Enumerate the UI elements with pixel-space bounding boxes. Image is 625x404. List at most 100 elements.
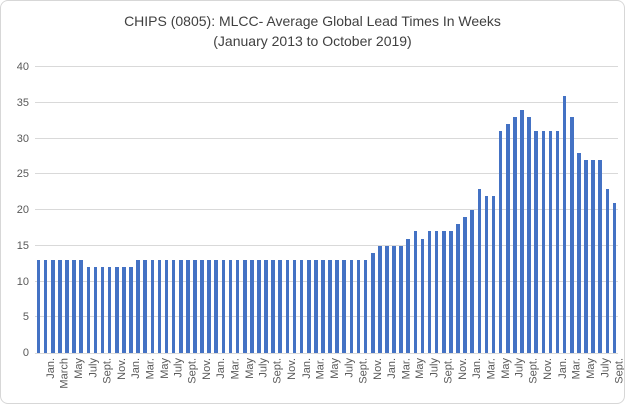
gridline — [35, 209, 618, 210]
bar — [349, 260, 354, 353]
bar — [577, 152, 581, 353]
bar — [193, 260, 197, 353]
x-tick-label: Nov. — [542, 358, 555, 380]
x-tick-label: Mar. — [485, 358, 498, 380]
bar — [470, 210, 475, 353]
bar — [93, 267, 98, 353]
y-tick-label: 15 — [16, 239, 29, 252]
bar — [392, 245, 396, 353]
bar — [171, 260, 176, 353]
bar — [228, 260, 233, 353]
bar — [456, 224, 460, 353]
bar — [541, 131, 546, 353]
bar — [520, 109, 524, 353]
bar — [513, 117, 517, 353]
x-tick-label: May — [72, 358, 85, 379]
x-tick-label: Sept. — [101, 358, 114, 384]
gridline — [35, 316, 618, 318]
x-tick-label: May — [328, 358, 341, 379]
bar — [491, 195, 496, 353]
bar — [314, 260, 318, 353]
x-tick-label: Mar. — [570, 358, 583, 380]
y-tick-label: 30 — [16, 132, 29, 145]
gridline — [35, 280, 618, 282]
bar — [122, 267, 126, 353]
x-tick-label: Nov. — [115, 358, 128, 380]
x-tick-label: Mar. — [144, 358, 157, 380]
x-tick-label: July — [513, 358, 526, 378]
bar — [584, 159, 588, 353]
bar — [214, 260, 219, 353]
bar — [406, 238, 411, 353]
bar — [420, 238, 425, 353]
x-tick-label: Sept. — [186, 358, 199, 384]
x-tick-label: Sept. — [613, 358, 625, 384]
x-tick-label: July — [257, 358, 270, 378]
y-tick-label: 35 — [16, 96, 29, 109]
bar — [442, 231, 446, 353]
x-tick-label: Sept. — [272, 358, 285, 384]
bar — [370, 252, 375, 353]
bar — [335, 260, 339, 353]
x-tick-label: Sept. — [528, 358, 541, 384]
bar — [221, 260, 226, 353]
bar — [200, 260, 204, 353]
bar — [43, 260, 48, 353]
bar — [385, 245, 389, 353]
bar — [178, 260, 183, 353]
bar — [399, 245, 403, 353]
bar — [186, 260, 190, 353]
bar — [413, 231, 418, 353]
bar — [72, 260, 76, 353]
bar — [484, 195, 489, 353]
gridline — [35, 244, 618, 246]
bar — [86, 267, 91, 353]
x-tick-label: Jan. — [215, 358, 228, 379]
bar — [79, 260, 83, 353]
x-tick-label: Mar. — [229, 358, 242, 380]
bar — [555, 131, 560, 353]
gridline — [35, 353, 618, 354]
bar — [356, 260, 361, 353]
bar — [36, 260, 41, 353]
y-tick-label: 10 — [16, 275, 29, 288]
bar — [65, 260, 69, 353]
bar — [548, 131, 553, 353]
y-tick-label: 5 — [22, 311, 29, 324]
chart-title: CHIPS (0805): MLCC- Average Global Lead … — [1, 11, 624, 51]
bar — [498, 131, 503, 353]
bar — [114, 267, 119, 353]
x-tick-label: May — [243, 358, 256, 379]
x-tick-label: March — [58, 358, 71, 389]
x-tick-label: May — [584, 358, 597, 379]
bar — [257, 260, 261, 353]
bar — [299, 260, 304, 353]
x-tick-label: July — [343, 358, 356, 378]
bar — [477, 188, 482, 353]
x-tick-label: July — [599, 358, 612, 378]
gridline — [35, 173, 618, 175]
x-tick-label: Nov. — [200, 358, 213, 380]
bar — [605, 188, 610, 353]
y-tick-label: 40 — [16, 61, 29, 73]
gridline — [35, 66, 618, 67]
bar — [58, 260, 62, 353]
x-tick-label: Jan. — [44, 358, 57, 379]
bar — [278, 260, 283, 353]
bar — [292, 260, 297, 353]
bar — [107, 267, 112, 353]
bar — [157, 260, 162, 353]
chart-title-line2: (January 2013 to October 2019) — [213, 33, 412, 49]
chart-title-line1: CHIPS (0805): MLCC- Average Global Lead … — [124, 13, 501, 29]
x-tick-label: Mar. — [314, 358, 327, 380]
bar — [271, 260, 275, 353]
x-tick-label: Mar. — [400, 358, 413, 380]
plot-area — [35, 66, 618, 354]
gridline — [35, 137, 618, 139]
bar — [50, 260, 55, 353]
gridline — [35, 101, 618, 103]
bar — [534, 131, 539, 353]
x-tick-label: Jan. — [300, 358, 313, 379]
bar — [562, 95, 567, 353]
